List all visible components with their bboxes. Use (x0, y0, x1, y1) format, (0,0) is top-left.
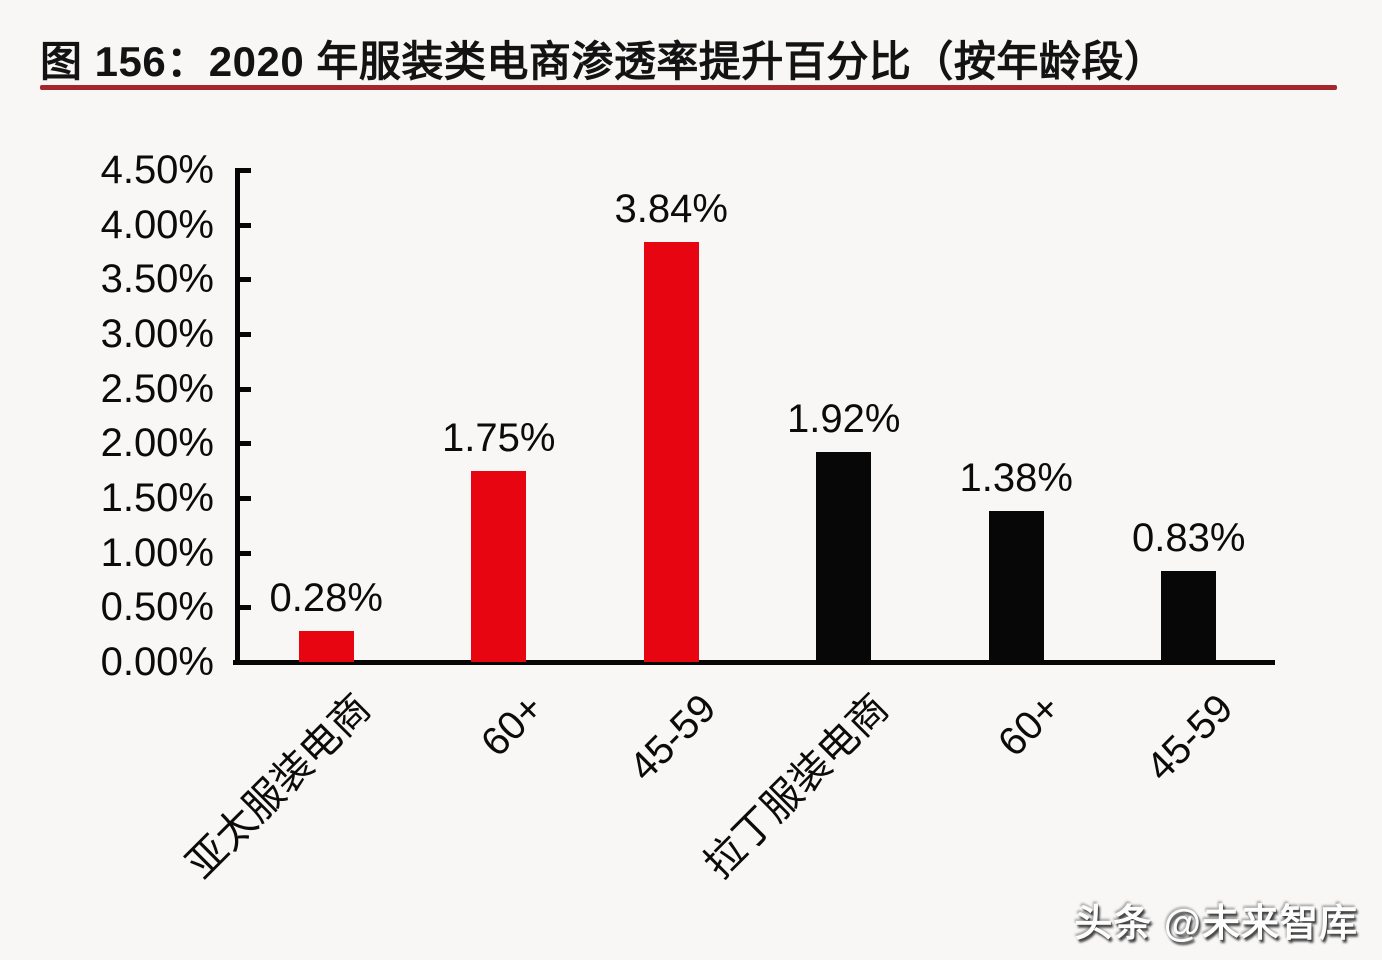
bar-value-label: 0.28% (269, 576, 383, 621)
y-axis-tick-mark (240, 441, 251, 447)
y-axis-tick-mark (240, 222, 251, 228)
x-axis-category-label: 亚太服装电商 (178, 686, 380, 887)
x-axis-category-label: 45-59 (620, 686, 725, 790)
bar (471, 470, 527, 662)
bar-value-label: 1.38% (959, 456, 1073, 501)
bar (1161, 571, 1217, 662)
x-axis-category-label: 60+ (472, 686, 552, 766)
y-axis-tick-mark (240, 386, 251, 392)
bar-value-label: 1.92% (787, 397, 901, 442)
y-axis-tick-label: 3.50% (100, 257, 214, 302)
x-axis-category-label: 45-59 (1138, 686, 1242, 790)
x-axis-category-label: 60+ (990, 686, 1070, 766)
y-axis-tick-mark (240, 277, 251, 283)
y-axis-tick-label: 4.00% (100, 202, 214, 247)
bar (298, 631, 354, 662)
y-axis-line (235, 168, 240, 665)
y-axis-tick-label: 1.00% (100, 530, 214, 575)
y-axis-tick-mark (240, 660, 251, 665)
y-axis-tick-mark (240, 168, 251, 173)
bar (643, 242, 699, 662)
y-axis-tick-mark (240, 605, 251, 611)
bar-value-label: 3.84% (614, 187, 728, 232)
title-underline-rule (40, 85, 1337, 90)
y-axis-tick-label: 3.00% (100, 312, 214, 356)
bar-chart-plot-area: 0.28% 1.75% 3.84% 1.92% 1.38% 0.83% (233, 168, 1275, 665)
figure-title: 图 156：2020 年服装类电商渗透率提升百分比（按年龄段） (40, 38, 1167, 85)
y-axis-tick-label: 0.00% (100, 640, 214, 684)
y-axis-tick-label: 0.50% (100, 585, 214, 630)
x-axis-category-label: 拉丁服装电商 (696, 686, 897, 887)
x-axis-line (233, 660, 1275, 665)
y-axis-tick-mark (240, 332, 251, 337)
watermark-text: 头条 @未来智库 (1074, 903, 1358, 945)
y-axis-tick-mark (240, 550, 251, 556)
y-axis-tick-label: 1.50% (100, 476, 214, 520)
y-axis-tick-mark (240, 496, 251, 501)
y-axis-tick-label: 2.00% (100, 421, 214, 466)
bar (988, 511, 1044, 662)
bar (816, 452, 872, 662)
y-axis-tick-label: 2.50% (100, 366, 214, 411)
y-axis-tick-label: 4.50% (100, 148, 214, 192)
bar-value-label: 0.83% (1132, 516, 1246, 561)
bar-value-label: 1.75% (442, 415, 556, 460)
